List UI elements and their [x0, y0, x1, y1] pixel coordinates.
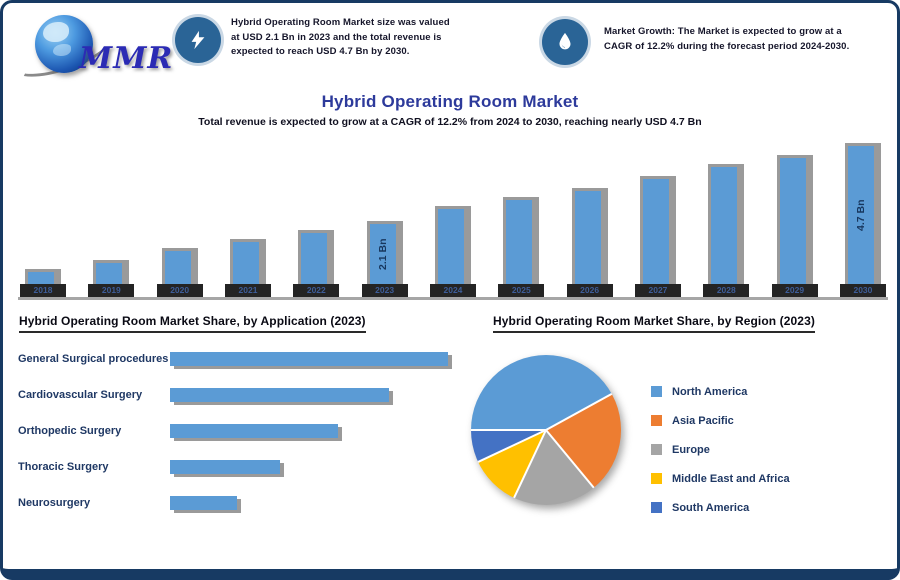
- value-bar: [639, 176, 676, 284]
- logo-text: MMR: [79, 41, 174, 76]
- legend-swatch: [651, 444, 662, 455]
- page-title: Hybrid Operating Room Market: [321, 92, 579, 111]
- chart-column: 2.1 Bn 2023: [360, 221, 410, 297]
- legend-label: Asia Pacific: [672, 414, 734, 427]
- hbar-row: Neurosurgery: [18, 485, 468, 521]
- x-axis-tick-label: 2024: [429, 284, 476, 297]
- chart-column: 2028: [701, 164, 751, 297]
- chart-column: 2020: [155, 248, 205, 297]
- value-bar: [298, 230, 335, 284]
- x-axis-tick-label: 2021: [224, 284, 271, 297]
- legend-label: Europe: [672, 443, 710, 456]
- chart-column: 4.7 Bn 2030: [838, 143, 888, 297]
- x-axis-tick-label: 2020: [156, 284, 203, 297]
- pie-slice-dividers: [471, 392, 613, 499]
- x-axis-tick-label: 2019: [88, 284, 135, 297]
- bar-value-label: 4.7 Bn: [854, 199, 867, 231]
- legend-item: Asia Pacific: [651, 406, 790, 435]
- share-bar: [170, 496, 237, 510]
- share-bar: [170, 424, 338, 438]
- value-bar: [434, 206, 471, 284]
- legend-item: South America: [651, 493, 790, 522]
- legend-label: Middle East and Africa: [672, 472, 790, 485]
- page-subtitle: Total revenue is expected to grow at a C…: [198, 116, 702, 128]
- legend-item: Europe: [651, 435, 790, 464]
- x-axis-line: [18, 297, 888, 300]
- value-bar: [776, 155, 813, 284]
- x-axis-tick-label: 2028: [703, 284, 750, 297]
- hbar-row: Cardiovascular Surgery: [18, 377, 468, 413]
- category-label: General Surgical procedures: [18, 353, 169, 365]
- hbar-row: Orthopedic Surgery: [18, 413, 468, 449]
- stat1-text: Hybrid Operating Room Market size was va…: [231, 17, 450, 58]
- legend-item: Middle East and Africa: [651, 464, 790, 493]
- value-bar: [229, 239, 266, 284]
- application-bar-chart: General Surgical procedures Cardiovascula…: [18, 341, 468, 521]
- x-axis-tick-label: 2029: [771, 284, 818, 297]
- x-axis-tick-label: 2022: [293, 284, 340, 297]
- share-bar: [170, 388, 389, 402]
- legend-swatch: [651, 415, 662, 426]
- x-axis-tick-label: 2030: [839, 284, 886, 297]
- chart-column: 2019: [86, 260, 136, 297]
- category-label: Orthopedic Surgery: [18, 425, 122, 437]
- category-label: Cardiovascular Surgery: [18, 389, 143, 401]
- hbar-row: General Surgical procedures: [18, 341, 468, 377]
- pie-legend: North America Asia Pacific Europe Middle Ea…: [651, 377, 790, 522]
- category-label: Thoracic Surgery: [18, 461, 109, 473]
- chart-column: 2026: [565, 188, 615, 297]
- application-chart-heading: Hybrid Operating Room Market Share, by A…: [19, 314, 366, 333]
- chart-column: 2025: [496, 197, 546, 297]
- value-bar: [161, 248, 198, 284]
- globe-icon: [35, 15, 93, 73]
- chart-column: 2022: [291, 230, 341, 297]
- stat2-text: Market Growth: The Market is expected to…: [604, 26, 850, 52]
- value-bar: 4.7 Bn: [844, 143, 881, 284]
- bar-value-label: 2.1 Bn: [376, 238, 389, 270]
- legend-item: North America: [651, 377, 790, 406]
- x-axis-tick-label: 2026: [566, 284, 613, 297]
- chart-column: 2018: [18, 269, 68, 297]
- chart-column: 2024: [428, 206, 478, 297]
- region-chart-heading: Hybrid Operating Room Market Share, by R…: [493, 314, 815, 333]
- value-bar: 2.1 Bn: [366, 221, 403, 284]
- legend-swatch: [651, 502, 662, 513]
- value-bar: [93, 260, 130, 284]
- legend-swatch: [651, 386, 662, 397]
- chart-column: 2027: [633, 176, 683, 297]
- chart-column: 2029: [770, 155, 820, 297]
- share-bar: [170, 352, 448, 366]
- x-axis-tick-label: 2027: [634, 284, 681, 297]
- category-label: Neurosurgery: [18, 497, 91, 509]
- droplet-icon: [542, 19, 588, 65]
- revenue-column-chart: 2018 2019 2020 2021 2022 2.1 Bn 2023 2024 2025 20…: [18, 129, 888, 297]
- legend-label: North America: [672, 385, 748, 398]
- region-pie-chart: [471, 355, 621, 505]
- value-bar: [503, 197, 540, 284]
- hbar-row: Thoracic Surgery: [18, 449, 468, 485]
- lightning-bolt-icon: [175, 17, 221, 63]
- legend-swatch: [651, 473, 662, 484]
- value-bar: [708, 164, 745, 284]
- mmr-logo: MMR: [8, 11, 177, 86]
- chart-column: 2021: [223, 239, 273, 297]
- x-axis-tick-label: 2023: [361, 284, 408, 297]
- value-bar: [25, 269, 61, 284]
- x-axis-tick-label: 2018: [20, 284, 66, 297]
- legend-label: South America: [672, 501, 750, 514]
- x-axis-tick-label: 2025: [498, 284, 545, 297]
- value-bar: [571, 188, 608, 284]
- share-bar: [170, 460, 280, 474]
